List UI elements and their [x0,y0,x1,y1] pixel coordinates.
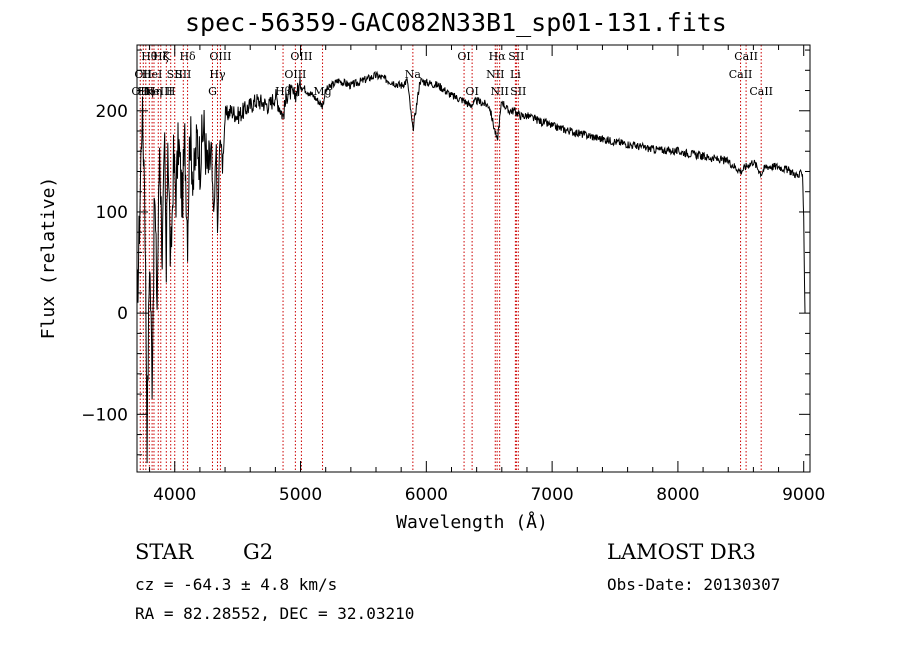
x-tick-label: 4000 [153,485,196,505]
x-axis-label: Wavelength (Å) [396,511,548,533]
line-marker-label: Li [510,68,521,81]
line-marker-label: HeI [142,68,162,81]
line-marker-labels: OIIOIIHηHθHeIHηNeIIIHζKHSIISIIHδGHγOIIIH… [131,50,773,98]
line-marker-label: NII [486,68,504,81]
observation-date: Obs-Date: 20130307 [607,575,781,594]
y-tick-label: 0 [117,304,128,324]
x-tick-label: 9000 [782,485,825,505]
x-tick-label: 8000 [656,485,699,505]
plot-frame [136,44,811,473]
line-marker-label: CaII [734,50,758,63]
x-tick-label: 6000 [405,485,448,505]
line-marker-label: OII [134,68,152,81]
line-marker-label: Na [405,68,422,81]
line-marker-label: CaII [729,68,753,81]
line-marker-label: G [208,85,217,98]
plot-axes [136,44,811,473]
line-marker-label: CaII [749,85,773,98]
line-marker-label: OII [131,85,149,98]
line-marker-label: NeIII [144,85,173,98]
spectrum-series [136,70,806,464]
y-tick-label: −100 [81,405,128,425]
line-marker-label: SII [508,50,524,63]
axis-ticks [137,45,810,472]
line-marker-label: H [166,85,176,98]
axis-tick-labels: 4000 5000 6000 7000 8000 9000 −100 0 100 200 [81,102,825,505]
line-marker-label: Hγ [209,68,226,81]
line-marker-label: Hα [489,50,507,63]
flux-line [136,70,806,464]
line-marker-label: Hβ [275,85,291,98]
line-marker-label: SII [167,68,183,81]
line-marker-label: OI [457,50,470,63]
y-axis-label: Flux (relative) [38,177,59,340]
line-marker-label: Hδ [179,50,196,63]
line-marker-label: SII [510,85,526,98]
line-marker-label: K [162,50,171,63]
survey-name: LAMOST DR3 [607,540,756,564]
line-marker-label: OIII [284,68,306,81]
ra-dec-coordinates: RA = 82.28552, DEC = 32.03210 [135,604,415,623]
line-marker-label: SII [175,68,191,81]
object-class: STAR [135,540,194,564]
y-tick-label: 100 [96,203,128,223]
line-marker-label: OI [465,85,478,98]
line-marker-label: Hζ [153,50,169,63]
line-marker-label: NII [491,85,509,98]
x-tick-label: 5000 [279,485,322,505]
y-tick-label: 200 [96,102,128,122]
line-marker-label: OIII [290,50,312,63]
redshift-cz: cz = -64.3 ± 4.8 km/s [135,575,338,594]
line-marker-label: Hη [146,85,162,98]
line-marker-label: Hη [138,85,154,98]
object-subclass: G2 [243,540,274,564]
x-tick-label: 7000 [530,485,573,505]
line-marker-label: OIII [209,50,231,63]
line-marker-label: Hθ [141,50,158,63]
chart-title: spec-56359-GAC082N33B1_sp01-131.fits [185,8,727,37]
